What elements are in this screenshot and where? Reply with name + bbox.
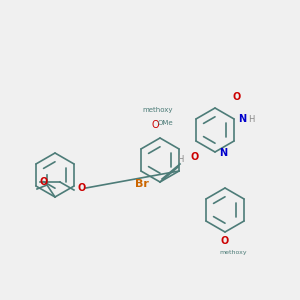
Text: O: O bbox=[233, 92, 241, 102]
Text: N: N bbox=[238, 114, 246, 124]
Text: OMe: OMe bbox=[157, 120, 173, 126]
Text: Br: Br bbox=[135, 179, 149, 189]
Text: O: O bbox=[151, 120, 159, 130]
Text: O: O bbox=[40, 177, 48, 187]
Text: methoxy: methoxy bbox=[219, 250, 247, 255]
Text: H: H bbox=[177, 155, 183, 164]
Text: H: H bbox=[248, 115, 254, 124]
Text: methoxy: methoxy bbox=[143, 107, 173, 113]
Text: O: O bbox=[221, 236, 229, 246]
Text: N: N bbox=[219, 148, 227, 158]
Text: O: O bbox=[191, 152, 199, 162]
Text: O: O bbox=[78, 183, 86, 193]
